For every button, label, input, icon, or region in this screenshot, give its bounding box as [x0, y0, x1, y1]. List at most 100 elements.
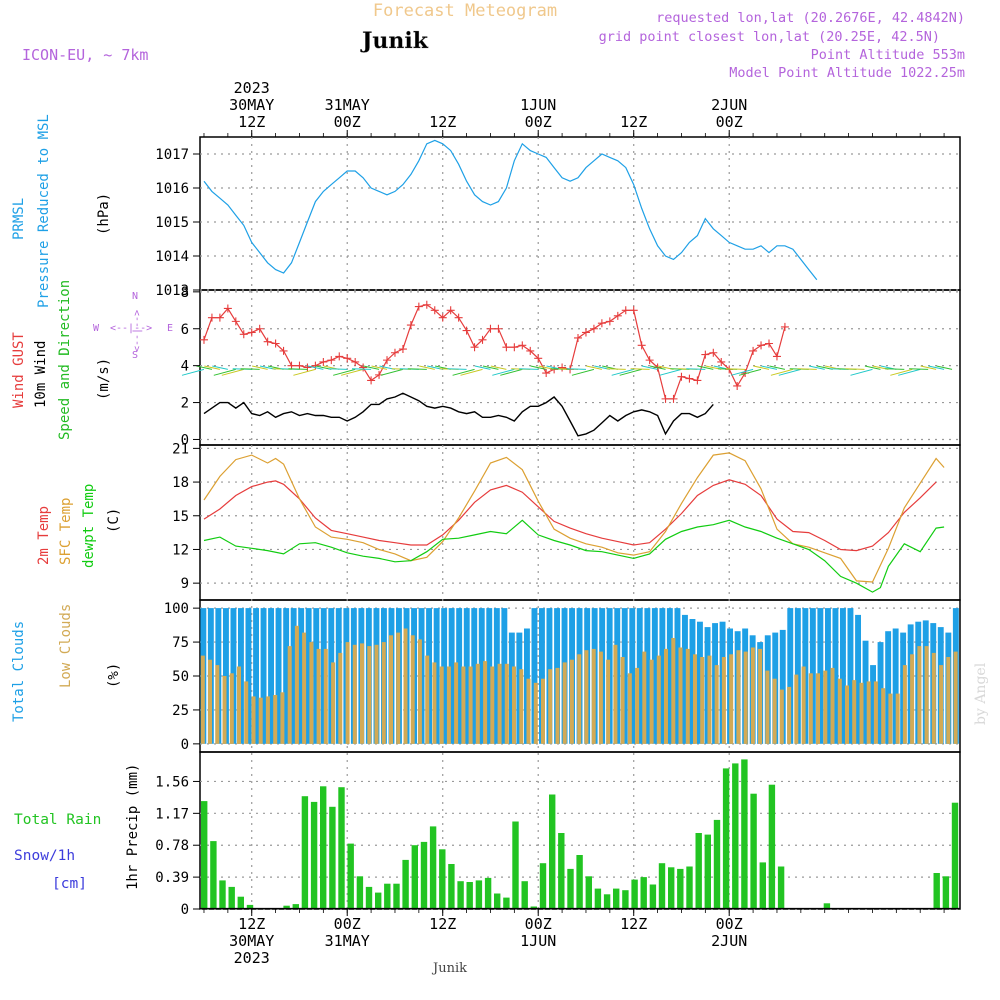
location-title: Junik	[360, 28, 429, 54]
low-clouds-bar	[302, 632, 307, 744]
low-clouds-bar	[924, 646, 929, 744]
total-clouds-bar	[456, 608, 463, 744]
wind-direction-arrow	[307, 365, 324, 370]
rain-bar	[219, 880, 226, 909]
rain-bar	[402, 859, 409, 909]
wind-direction-arrow	[240, 368, 260, 370]
total-clouds-bar	[275, 608, 282, 744]
wind-direction-arrow	[769, 365, 786, 370]
top-time-label: 2023	[234, 79, 270, 97]
rain-bar	[741, 759, 748, 909]
rain-bar	[631, 879, 638, 909]
bottom-time-label: 2023	[234, 949, 270, 967]
y-tick-label: 6	[181, 322, 189, 338]
wind-direction-arrow	[419, 365, 435, 370]
wind-direction-arrow	[738, 368, 762, 376]
model-label: ICON-EU, ~ 7km	[22, 46, 148, 64]
rain-bar	[558, 833, 565, 909]
y-tick-label: 4	[181, 359, 189, 375]
rain-bar	[576, 855, 583, 909]
panel-frames	[199, 136, 961, 910]
rain-bar	[512, 821, 519, 909]
top-time-label: 12Z	[238, 113, 265, 131]
wind-gust-point	[733, 381, 742, 390]
low-clouds-bar	[613, 644, 618, 744]
wind-gust-line	[203, 304, 786, 400]
low-clouds-bar	[280, 692, 285, 744]
low-clouds-bar	[403, 628, 408, 744]
temp-sfc-label: SFC Temp	[58, 498, 74, 565]
rain-bar	[237, 896, 244, 909]
low-clouds-bar	[635, 667, 640, 744]
wind-gust-point	[398, 345, 407, 354]
total-clouds-bar	[832, 608, 839, 744]
total-clouds-bar	[260, 608, 267, 744]
low-clouds-bar	[229, 673, 234, 744]
y-tick-label: 0.78	[155, 838, 189, 854]
y-tick-label: 75	[172, 635, 189, 651]
temp-dewpt-label: dewpt Temp	[81, 484, 97, 568]
compass-horizontal-arrow: <--|-->	[110, 323, 152, 334]
low-clouds-bar	[468, 666, 473, 744]
low-clouds-bar	[374, 644, 379, 744]
low-clouds-bar	[417, 639, 422, 744]
low-clouds-bar	[627, 673, 632, 744]
total-clouds-bar	[847, 608, 854, 744]
bottom-time-label: 12Z	[429, 915, 456, 933]
pressure-line	[203, 139, 818, 281]
low-clouds-bar	[743, 651, 748, 744]
low-clouds-bar	[830, 667, 835, 744]
wind-gust-point	[765, 339, 774, 348]
low-clouds-bar	[287, 646, 292, 744]
wind-gust-point	[701, 350, 710, 359]
low-clouds-bar	[693, 654, 697, 744]
compass-north: N	[132, 291, 138, 302]
wind-direction-arrow	[630, 368, 650, 370]
compass-south: S	[132, 350, 138, 361]
wind-unit-label: (m/s)	[96, 358, 112, 400]
wind-gust-point	[661, 394, 670, 403]
bottom-time-label: 1JUN	[520, 932, 556, 950]
rain-bar	[429, 826, 437, 909]
low-clouds-bar	[794, 674, 799, 744]
low-clouds-bar	[519, 669, 524, 744]
rain-bar	[759, 862, 766, 909]
low-clouds-bar	[845, 685, 849, 744]
wind-direction-arrow	[778, 368, 801, 376]
low-clouds-bar	[338, 652, 343, 744]
total-clouds-bar	[501, 608, 508, 744]
wind-direction-arrow	[213, 368, 236, 376]
rain-bar	[393, 883, 400, 909]
bottom-time-label: 00Z	[716, 915, 743, 933]
low-clouds-bar	[837, 678, 842, 744]
wind-gust-point	[629, 306, 638, 315]
rain-bar	[722, 768, 730, 909]
bottom-time-label: 2JUN	[711, 932, 747, 950]
total-clouds-bar	[870, 665, 876, 744]
rain-bar	[750, 793, 757, 909]
low-clouds-bar	[656, 655, 661, 744]
low-clouds-bar	[758, 648, 763, 744]
wind-direction-arrow	[519, 368, 539, 370]
wind-gust-point	[438, 313, 447, 322]
wind-direction-arrow	[566, 368, 586, 370]
bottom-time-label: 12Z	[238, 915, 265, 933]
model-altitude: Model Point Altitude 1022.25m	[729, 65, 965, 81]
total-clouds-bar	[268, 608, 274, 744]
wind-gust-point	[454, 313, 463, 322]
rain-bar	[338, 787, 345, 909]
wind-direction-arrow	[351, 368, 372, 370]
wind-direction-arrow	[920, 365, 937, 370]
wind-direction-arrow	[649, 365, 666, 370]
wind-gust-point	[279, 346, 288, 355]
wind-dir-label: Speed and Direction	[57, 280, 73, 440]
bottom-time-label: 30MAY	[229, 932, 274, 950]
y-tick-label: 8	[181, 285, 189, 301]
low-clouds-bar	[541, 678, 545, 744]
wind-direction-arrow	[928, 365, 945, 370]
wind-gust-point	[494, 324, 503, 333]
wind-gust-point	[207, 313, 216, 322]
precip-unit-label: 1hr Precip (mm)	[125, 764, 141, 890]
low-clouds-bar	[425, 655, 430, 744]
low-clouds-bar	[454, 662, 459, 744]
